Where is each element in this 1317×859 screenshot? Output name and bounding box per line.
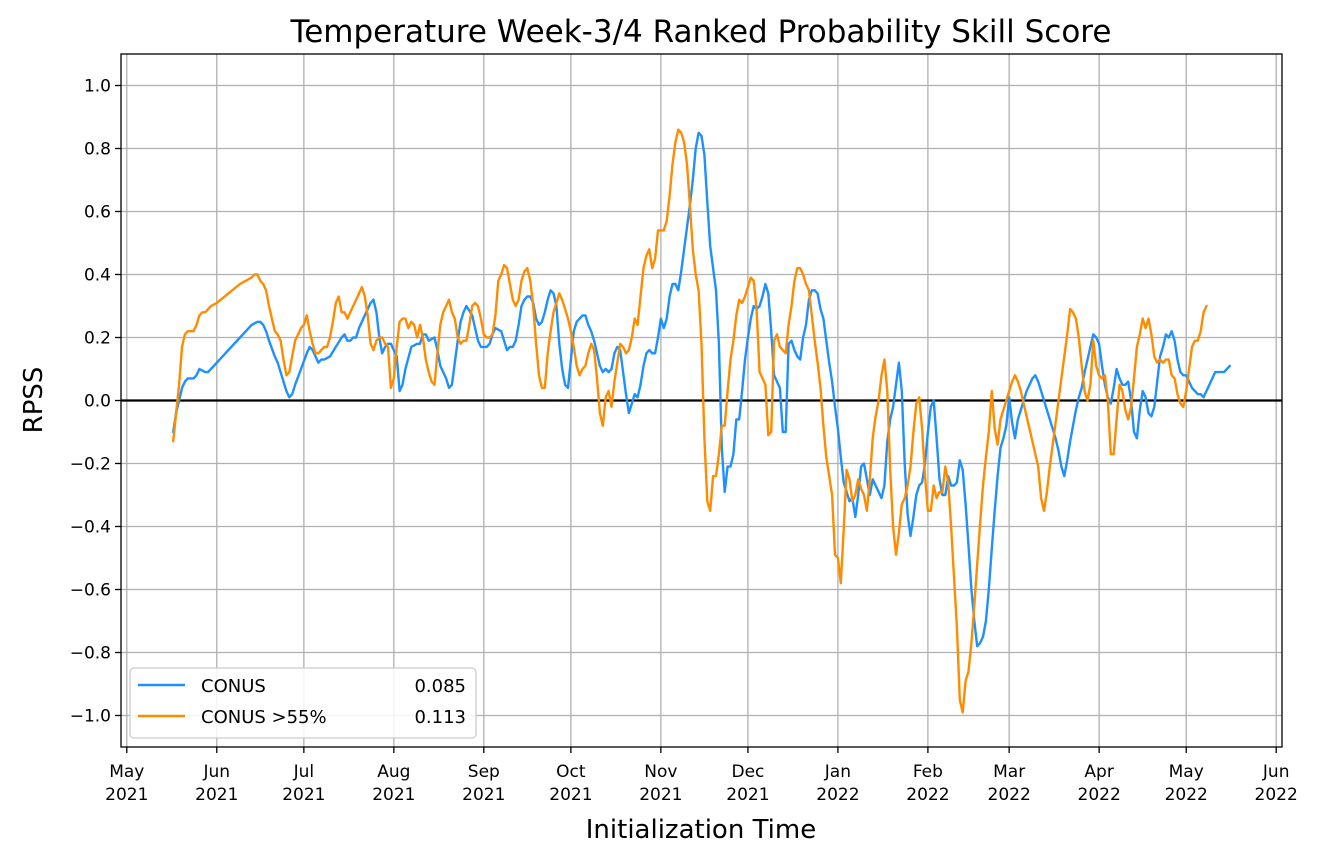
x-tick-label-year: 2021: [282, 785, 325, 805]
x-tick-label-month: Dec: [731, 762, 764, 782]
legend-box: [129, 667, 477, 739]
x-tick-label-year: 2022: [906, 785, 949, 805]
x-tick-label-month: Aug: [377, 762, 410, 782]
x-tick-label-year: 2021: [105, 785, 148, 805]
y-axis-label: RPSS: [19, 367, 49, 434]
x-tick-label-month: Apr: [1084, 762, 1113, 782]
y-axis-ticks: −1.0 −0.8 −0.6 −0.4 −0.2 0.0 0.2 0.4 0.6 0.8 1.0: [70, 77, 121, 727]
y-tick-label: 0.0: [84, 392, 111, 412]
x-tick-label-month: Jun: [1262, 762, 1290, 782]
x-tick-label-month: Feb: [913, 762, 943, 782]
x-tick-label-year: 2022: [816, 785, 859, 805]
x-tick-label-year: 2022: [988, 785, 1031, 805]
y-tick-label: 0.6: [84, 203, 111, 223]
x-tick-label-month: Oct: [556, 762, 586, 782]
x-tick-label-year: 2021: [549, 785, 592, 805]
x-tick-label-month: May: [109, 762, 144, 782]
x-tick-label-month: Mar: [993, 762, 1025, 782]
x-tick-label-year: 2022: [1255, 785, 1298, 805]
legend-score-conus: 0.085: [414, 676, 466, 697]
x-axis-label: Initialization Time: [586, 815, 816, 845]
x-tick-label-month: May: [1169, 762, 1204, 782]
y-tick-label: 1.0: [84, 77, 111, 97]
series-layer: [171, 128, 1232, 714]
x-tick-label-year: 2021: [726, 785, 769, 805]
x-tick-label-month: Nov: [644, 762, 677, 782]
y-tick-label: 0.4: [84, 266, 111, 286]
x-tick-label-year: 2021: [639, 785, 682, 805]
x-tick-label-month: Jul: [293, 762, 315, 782]
series-line-conus-55: [171, 128, 1208, 714]
y-tick-label: 0.8: [84, 140, 111, 160]
x-tick-label-month: Jun: [203, 762, 231, 782]
legend-label-conus: CONUS: [201, 676, 266, 697]
chart-title: Temperature Week-3/4 Ranked Probability …: [290, 14, 1112, 50]
x-tick-label-year: 2021: [195, 785, 238, 805]
y-tick-label: −1.0: [70, 707, 111, 727]
x-axis-ticks: May 2021 Jun 2021 Jul 2021 Aug 2021 Sep 2021 Oct 20…: [105, 747, 1298, 805]
x-tick-label-year: 2022: [1165, 785, 1208, 805]
y-tick-label: −0.4: [70, 518, 111, 538]
y-tick-label: −0.6: [70, 581, 111, 601]
x-tick-label-month: Sep: [468, 762, 500, 782]
x-tick-label-month: Jan: [824, 762, 851, 782]
x-tick-label-year: 2022: [1078, 785, 1121, 805]
series-line-conus: [171, 131, 1232, 648]
legend-label-conus-55: CONUS >55%: [201, 707, 327, 728]
x-tick-label-year: 2021: [372, 785, 415, 805]
legend-score-conus-55: 0.113: [414, 707, 466, 728]
legend: CONUS 0.085 CONUS >55% 0.113: [129, 667, 477, 739]
x-tick-label-year: 2021: [462, 785, 505, 805]
y-tick-label: −0.2: [70, 455, 111, 475]
y-tick-label: −0.8: [70, 644, 111, 664]
y-tick-label: 0.2: [84, 329, 111, 349]
